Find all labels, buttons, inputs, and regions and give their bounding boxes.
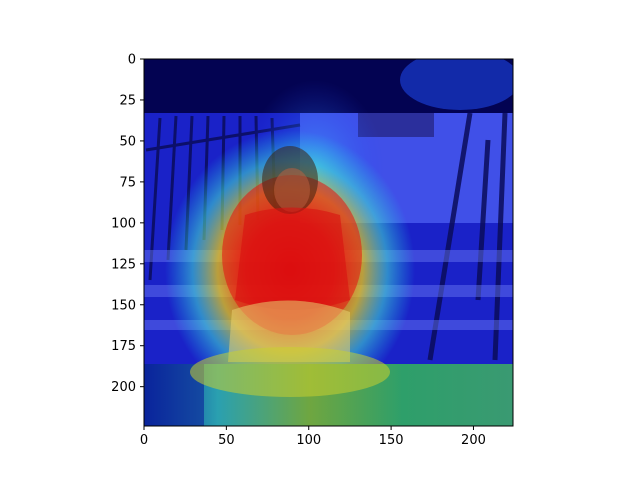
x-tick-label: 150 [379,433,404,448]
y-tick-label: 200 [111,380,136,395]
y-tick-label: 175 [111,339,136,354]
y-tick-label: 150 [111,298,136,313]
y-tick-label: 0 [128,53,136,68]
heatmap-image [144,59,513,426]
x-tick-label: 100 [296,433,321,448]
plot-frame [143,58,514,427]
y-tick-label: 125 [111,257,136,272]
x-axis: 0 50 100 150 200 [140,426,486,448]
y-tick-label: 100 [111,216,136,231]
y-tick-label: 25 [119,93,136,108]
y-tick-label: 75 [119,175,136,190]
x-tick-label: 50 [218,433,235,448]
x-tick-label: 0 [140,433,148,448]
y-axis: 0 25 50 75 100 125 150 175 200 [111,53,144,395]
y-tick-label: 50 [119,134,136,149]
x-tick-label: 200 [461,433,486,448]
